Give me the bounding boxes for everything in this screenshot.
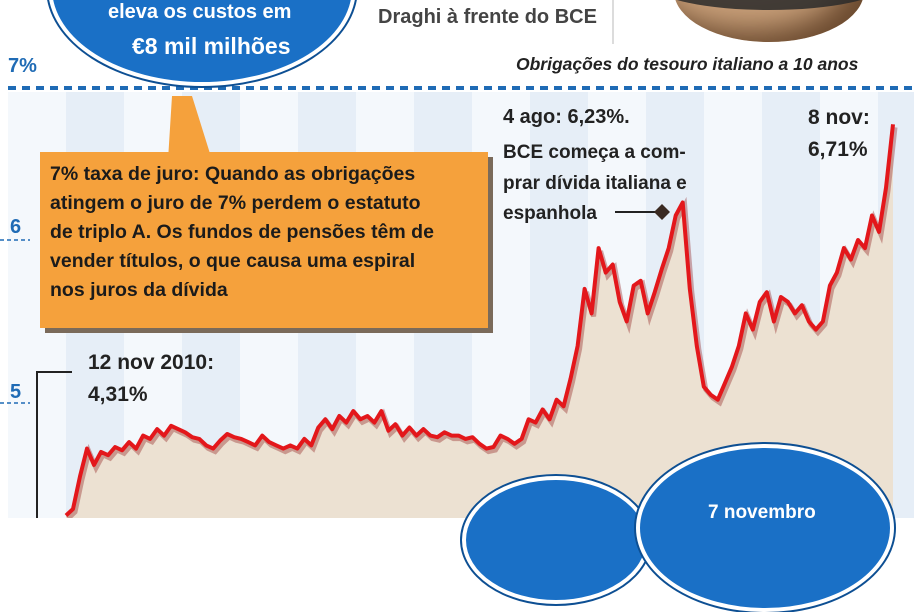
- photo-hair-shape: [654, 0, 884, 10]
- ecb-diamond-marker: [654, 204, 670, 220]
- photo-caption: Draghi à frente do BCE: [378, 6, 597, 28]
- chart-subtitle: Obrigações do tesouro italiano a 10 anos: [516, 54, 859, 74]
- rating-callout-box: 7% taxa de juro: Quando as obrigações at…: [40, 152, 488, 328]
- y-tick-label-5: 5: [10, 381, 22, 403]
- bottom-bubble-date: 7 novembro: [708, 502, 816, 523]
- start-annotation-leader: [36, 371, 72, 518]
- bubble-line-1: eleva os custos em: [108, 1, 292, 23]
- y-tick-label-7: 7%: [8, 55, 37, 77]
- callout-pointer: [168, 96, 212, 160]
- start-annotation-date: 12 nov 2010:: [88, 351, 215, 374]
- end-annotation-value: 6,71%: [808, 138, 868, 161]
- draghi-photo: [612, 0, 920, 44]
- area-fill: [66, 124, 893, 518]
- bubble-line-2: €8 mil milhões: [132, 33, 291, 59]
- end-annotation-date: 8 nov:: [808, 106, 870, 129]
- rating-callout-text: 7% taxa de juro: Quando as obrigações at…: [50, 163, 434, 301]
- bottom-bubble-left: [462, 476, 650, 604]
- ecb-annotation-title: 4 ago: 6,23%.: [503, 106, 630, 128]
- y-tick-label-6: 6: [10, 216, 22, 238]
- yield-line: [64, 124, 895, 517]
- start-annotation-value: 4,31%: [88, 383, 148, 406]
- ecb-annotation-body: BCE começa a com- prar dívida italiana e…: [503, 142, 687, 224]
- bottom-bubble-right: [636, 444, 894, 612]
